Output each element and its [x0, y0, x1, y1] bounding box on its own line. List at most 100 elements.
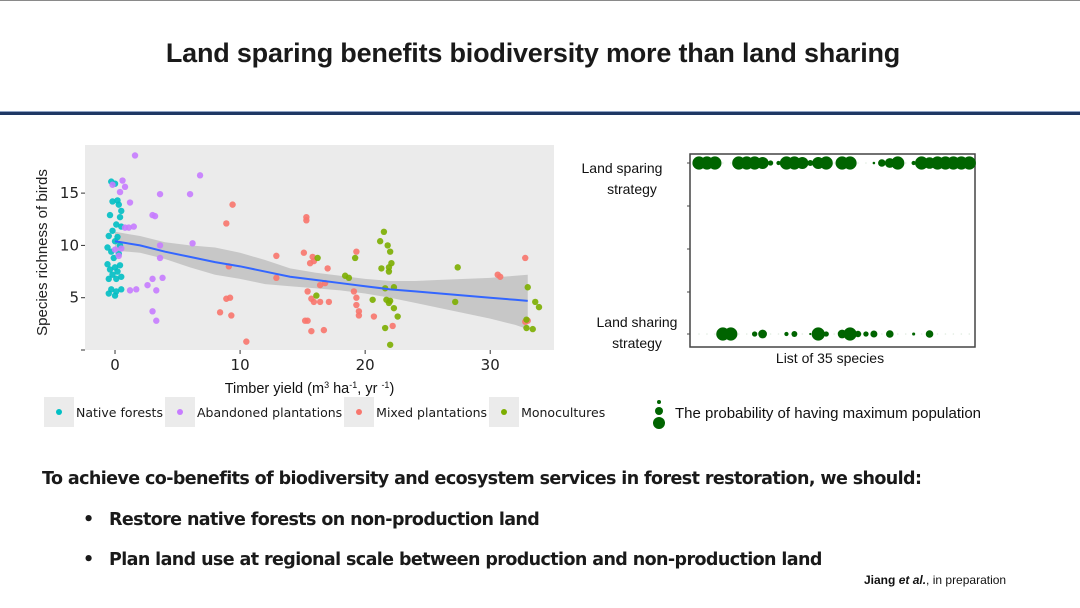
sparing-species-dot	[843, 156, 857, 170]
point-native	[118, 207, 125, 215]
sharing-species-dot	[751, 331, 758, 337]
point-native	[105, 232, 112, 240]
point-mono	[386, 248, 394, 255]
point-abandoned	[144, 281, 151, 289]
point-mixed	[497, 273, 504, 280]
native-dot-icon	[56, 409, 62, 415]
point-mono	[523, 316, 530, 323]
point-mixed	[353, 248, 360, 255]
point-native	[114, 268, 121, 275]
point-abandoned	[159, 274, 166, 282]
point-mixed	[273, 274, 280, 282]
sharing-species-dot	[706, 333, 708, 335]
point-mono	[529, 325, 536, 333]
sharing-species-dot	[912, 332, 916, 336]
bullet-text: Plan land use at regional scale between …	[109, 550, 822, 570]
point-abandoned	[149, 275, 156, 283]
point-mixed	[325, 298, 333, 306]
sparing-species-dot	[872, 161, 876, 165]
sharing-species-dot	[904, 333, 907, 335]
point-mono	[384, 242, 391, 249]
x-label-part: Timber yield (m	[225, 381, 324, 397]
point-mixed	[303, 217, 310, 224]
sharing-species-dot	[863, 331, 869, 337]
bullet-item: • Plan land use at regional scale between…	[83, 550, 822, 570]
point-native	[104, 261, 111, 268]
title-rule-highlight	[0, 111, 1080, 112]
point-native	[118, 273, 125, 280]
sparing-species-dot	[807, 160, 814, 166]
point-abandoned	[156, 190, 164, 198]
point-abandoned	[156, 254, 164, 262]
slide-title: Land sparing benefits biodiversity more …	[165, 38, 901, 68]
sparing-species-dot	[857, 162, 859, 164]
point-mixed	[324, 265, 331, 272]
point-native	[109, 271, 116, 278]
legend-label: Mixed plantations	[376, 404, 488, 420]
point-native	[116, 213, 124, 221]
point-abandoned	[133, 286, 140, 293]
sharing-species-dot	[745, 333, 748, 335]
point-mixed	[273, 252, 280, 260]
sparing-species-dot	[730, 162, 732, 164]
point-abandoned	[153, 317, 160, 324]
sharing-species-dot	[881, 333, 883, 335]
sparing-species-dot	[833, 162, 835, 164]
point-abandoned	[118, 245, 125, 252]
x-tick-label: 20	[356, 356, 375, 374]
dot-plot-frame	[689, 153, 976, 348]
point-mixed	[228, 312, 235, 319]
x-tick-label: 30	[481, 356, 500, 374]
point-mono	[378, 265, 385, 272]
x-label-sup: -1	[349, 380, 357, 390]
point-abandoned	[186, 190, 194, 198]
y-label-sharing-line2: strategy	[612, 335, 662, 351]
point-native	[104, 244, 111, 251]
x-label-sup: -1	[381, 380, 389, 390]
trend-line	[114, 240, 528, 302]
sharing-species-dot	[777, 333, 780, 335]
sharing-species-dot	[698, 333, 700, 335]
point-native	[106, 266, 114, 273]
sparing-species-dot	[891, 156, 905, 170]
point-abandoned	[130, 223, 137, 230]
point-native	[111, 292, 119, 299]
point-mono	[532, 298, 539, 306]
legend-item-abandoned: Abandoned plantations	[164, 397, 344, 427]
sparing-species-dot	[865, 162, 867, 164]
point-mono	[535, 303, 543, 311]
point-mono	[388, 259, 395, 267]
point-mixed	[370, 313, 378, 320]
x-label-part: )	[389, 381, 394, 397]
sharing-species-dot	[952, 333, 955, 335]
y-label-sparing-line2: strategy	[607, 181, 657, 197]
point-native	[115, 201, 122, 208]
point-native	[118, 286, 125, 293]
citation: Jiang et al., in preparation	[864, 573, 1006, 587]
point-mixed	[320, 326, 328, 334]
point-mixed	[316, 298, 324, 306]
point-abandoned	[115, 252, 122, 260]
point-native	[109, 198, 116, 205]
abandoned-dot-icon	[176, 409, 183, 415]
point-mono	[524, 284, 531, 291]
sparing-species-dot	[722, 162, 724, 164]
x-tick-label: 0	[110, 356, 120, 374]
legend-label: Native forests	[76, 404, 163, 420]
sharing-species-dot	[896, 333, 899, 335]
legend-item-mixed: Mixed plantations	[344, 397, 489, 427]
sparing-species-dot	[708, 156, 722, 170]
conclusion-text: To achieve co-benefits of biodiversity a…	[42, 469, 922, 489]
sharing-species-dot	[920, 333, 923, 335]
sharing-species-dot	[968, 333, 971, 335]
point-mixed	[522, 254, 529, 262]
habitat-legend: Native forests Abandoned plantations Mix…	[44, 397, 607, 427]
point-mixed	[353, 294, 360, 301]
sharing-species-dot	[823, 331, 829, 337]
sharing-species-dot	[936, 333, 939, 335]
x-axis-label-species: List of 35 species	[776, 350, 884, 366]
point-mixed	[300, 249, 308, 256]
sharing-species-dot	[870, 330, 878, 338]
x-label-sup: 3	[324, 380, 329, 390]
point-abandoned	[126, 199, 134, 206]
